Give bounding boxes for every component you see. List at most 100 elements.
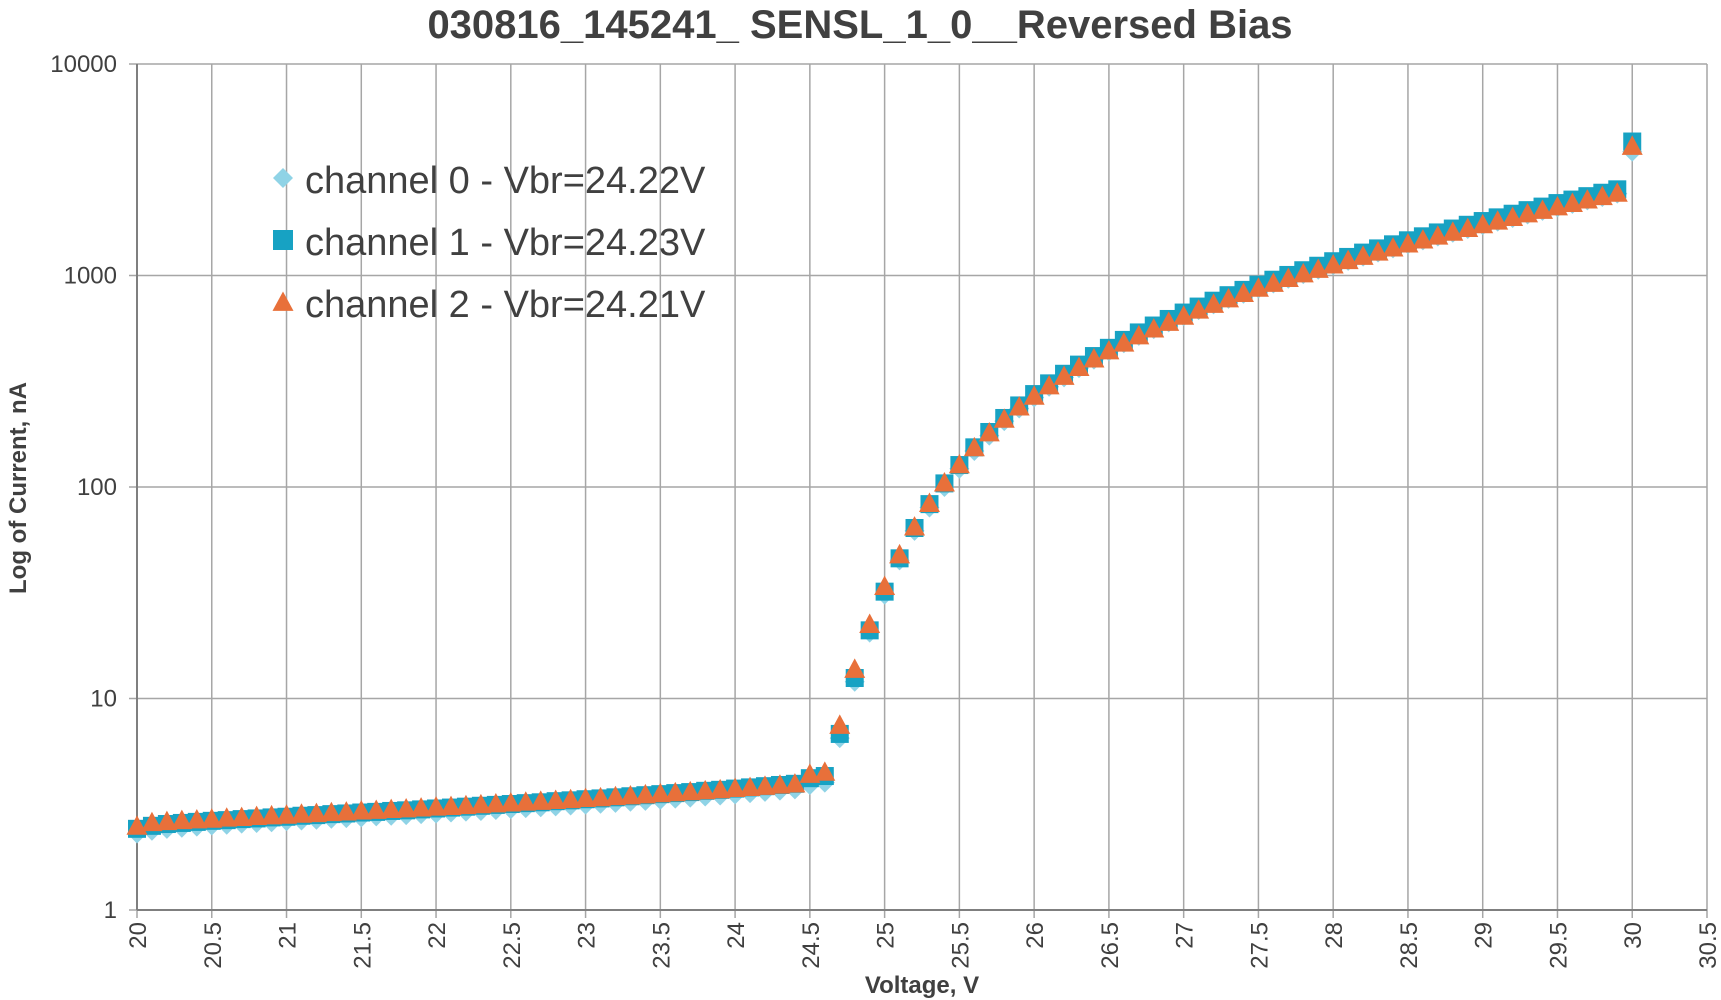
y-tick-label: 100 <box>77 474 117 501</box>
data-point <box>201 808 223 828</box>
data-point <box>619 784 641 805</box>
data-point <box>918 492 940 512</box>
data-point <box>1232 282 1254 302</box>
x-tick-label: 27.5 <box>1246 922 1273 969</box>
data-point <box>814 761 836 781</box>
x-tick-label: 22.5 <box>499 922 526 969</box>
x-tick-label: 23 <box>574 922 601 949</box>
data-point <box>320 801 342 822</box>
series-2 <box>126 135 1643 835</box>
x-tick-label: 30.5 <box>1695 922 1721 969</box>
x-tick-label: 24.5 <box>798 922 825 969</box>
data-point <box>350 800 372 820</box>
data-point <box>425 796 447 816</box>
data-point <box>186 808 208 829</box>
data-point <box>440 795 462 816</box>
data-point <box>904 516 926 536</box>
data-point <box>485 792 507 813</box>
x-tick-label: 25.5 <box>947 922 974 969</box>
y-tick-label: 1000 <box>64 263 117 290</box>
data-point <box>844 658 866 678</box>
y-tick-label: 10000 <box>50 51 117 78</box>
legend-marker-square <box>273 230 293 250</box>
x-axis-title: Voltage, V <box>865 972 979 999</box>
data-point <box>739 776 761 797</box>
x-tick-label: 26.5 <box>1097 922 1124 969</box>
data-point <box>1083 348 1105 368</box>
x-tick-label: 28 <box>1321 922 1348 949</box>
x-tick-label: 30 <box>1620 922 1647 949</box>
legend-marker-diamond <box>273 168 293 188</box>
data-point <box>246 805 268 826</box>
legend-label: channel 1 - Vbr=24.23V <box>305 222 706 264</box>
data-point <box>276 804 298 824</box>
data-point <box>575 787 597 808</box>
legend-label: channel 0 - Vbr=24.22V <box>305 160 706 202</box>
data-point <box>1203 293 1225 313</box>
data-point <box>1188 299 1210 319</box>
x-tick-labels: 20 20.5 21 21.5 22 22.5 23 23.5 24 24.5 25 25.5 26 26… <box>125 922 1721 969</box>
data-point <box>859 613 881 633</box>
axes <box>136 64 1707 911</box>
data-point <box>470 793 492 814</box>
data-point <box>604 785 626 806</box>
x-tick-label: 26 <box>1022 922 1049 949</box>
chart-title: 030816_145241_ SENSL_1_0__Reversed Bias <box>427 3 1292 47</box>
data-point <box>560 788 582 809</box>
x-tick-label: 24 <box>723 922 750 949</box>
data-point <box>380 798 402 819</box>
data-point <box>993 408 1015 428</box>
data-point <box>1218 287 1240 308</box>
data-point <box>664 781 686 802</box>
data-point <box>649 782 671 803</box>
x-tick-label: 27 <box>1172 922 1199 949</box>
data-point <box>963 436 985 457</box>
data-point <box>1247 277 1269 297</box>
x-tick-label: 29 <box>1471 922 1498 949</box>
data-point <box>1173 305 1195 325</box>
data-point <box>395 797 417 818</box>
data-point <box>231 806 253 827</box>
data-point <box>410 797 432 817</box>
data-point <box>545 789 567 809</box>
data-point <box>1606 182 1628 202</box>
data-point <box>1098 339 1120 360</box>
y-tick-label: 10 <box>90 686 117 713</box>
data-point <box>216 807 238 827</box>
data-point <box>1023 385 1045 405</box>
x-tick-label: 25 <box>873 922 900 949</box>
data-point <box>365 799 387 819</box>
y-tick-label: 1 <box>104 897 117 924</box>
x-tick-label: 20.5 <box>200 922 227 969</box>
data-point <box>261 804 283 825</box>
x-tick-label: 22 <box>424 922 451 949</box>
data-point <box>305 802 327 823</box>
data-point <box>156 810 178 831</box>
data-point <box>1128 324 1150 345</box>
data-point <box>874 575 896 596</box>
data-point <box>335 801 357 821</box>
legend-marker-triangle <box>272 291 294 311</box>
data-point <box>1158 311 1180 331</box>
data-point <box>829 714 851 734</box>
data-point <box>590 786 612 807</box>
data-point <box>290 803 312 823</box>
x-tick-label: 20 <box>125 922 152 949</box>
data-point <box>1113 332 1135 352</box>
data-point <box>1068 356 1090 376</box>
y-axis-title: Log of Current, nA <box>5 382 32 594</box>
data-point <box>978 422 1000 442</box>
data-point <box>500 792 522 812</box>
data-marks <box>126 132 1643 844</box>
data-point <box>769 774 791 794</box>
data-point <box>515 791 537 811</box>
data-point <box>784 773 806 793</box>
data-point <box>1008 396 1030 416</box>
x-tick-label: 23.5 <box>648 922 675 969</box>
data-point <box>724 777 746 798</box>
x-tick-label: 21 <box>275 922 302 949</box>
data-point <box>141 811 163 832</box>
y-tick-labels: 1 10 100 1000 10000 <box>50 51 117 924</box>
